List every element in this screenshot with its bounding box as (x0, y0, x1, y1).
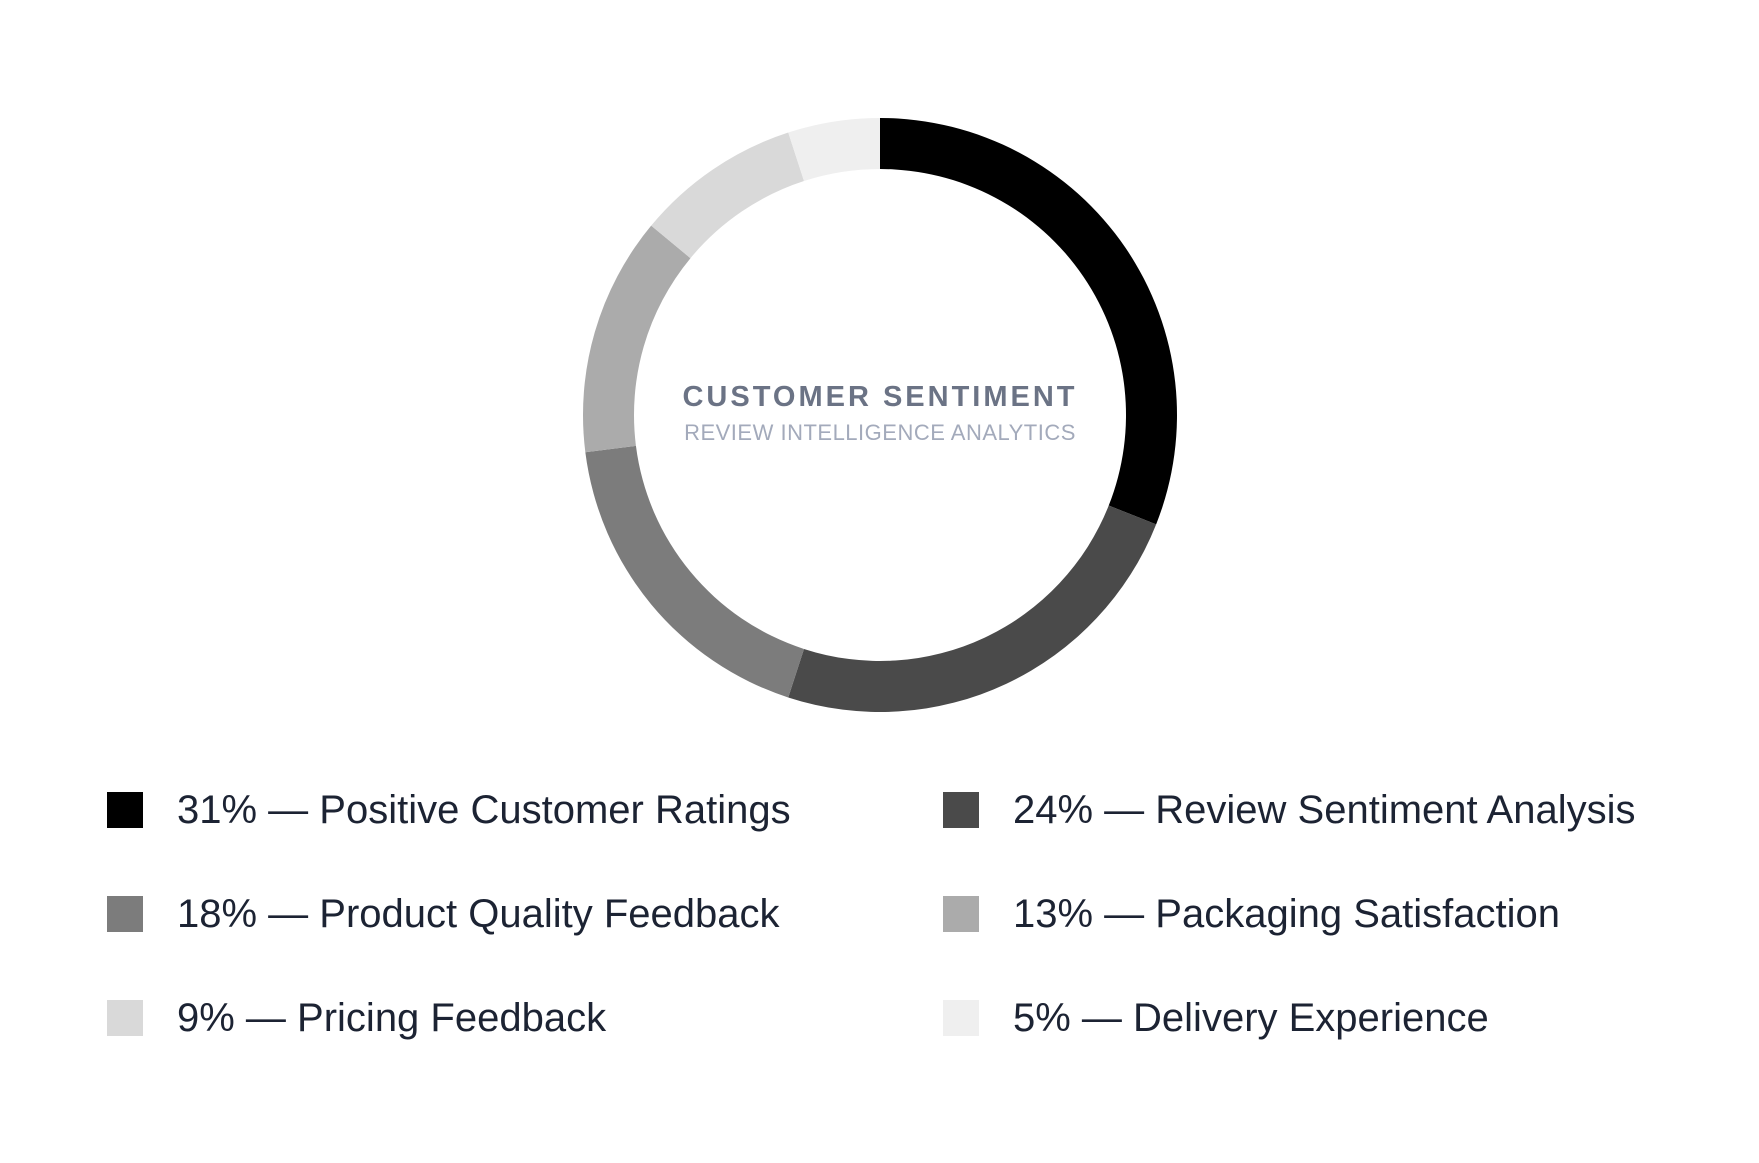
legend-label: 31% — Positive Customer Ratings (177, 787, 791, 832)
legend-swatch (943, 1000, 979, 1036)
legend-swatch (943, 792, 979, 828)
legend-item: 5% — Delivery Experience (943, 994, 1703, 1042)
donut-slice (651, 132, 804, 259)
donut-slice (583, 225, 691, 453)
legend-label: 9% — Pricing Feedback (177, 995, 607, 1040)
legend-swatch (107, 1000, 143, 1036)
legend-item: 18% — Product Quality Feedback (107, 890, 943, 938)
legend-swatch (107, 792, 143, 828)
legend-item: 24% — Review Sentiment Analysis (943, 786, 1703, 834)
donut-slice (880, 118, 1177, 525)
legend-label: 24% — Review Sentiment Analysis (1013, 787, 1636, 832)
donut-slice (585, 445, 804, 698)
legend-swatch (107, 896, 143, 932)
legend-swatch (943, 896, 979, 932)
legend-item: 9% — Pricing Feedback (107, 994, 943, 1042)
legend-label: 5% — Delivery Experience (1013, 995, 1489, 1040)
donut-slices (583, 118, 1177, 712)
legend-label: 18% — Product Quality Feedback (177, 891, 780, 936)
donut-slice (788, 118, 880, 182)
chart-legend: 31% — Positive Customer Ratings 24% — Rev… (107, 786, 1707, 1098)
chart-title: CUSTOMER SENTIMENT (682, 381, 1077, 413)
chart-subtitle: REVIEW INTELLIGENCE ANALYTICS (684, 420, 1076, 445)
legend-item: 31% — Positive Customer Ratings (107, 786, 943, 834)
legend-item: 13% — Packaging Satisfaction (943, 890, 1703, 938)
donut-chart: CUSTOMER SENTIMENT REVIEW INTELLIGENCE A… (583, 118, 1177, 712)
legend-label: 13% — Packaging Satisfaction (1013, 891, 1560, 936)
donut-slice (788, 505, 1157, 712)
